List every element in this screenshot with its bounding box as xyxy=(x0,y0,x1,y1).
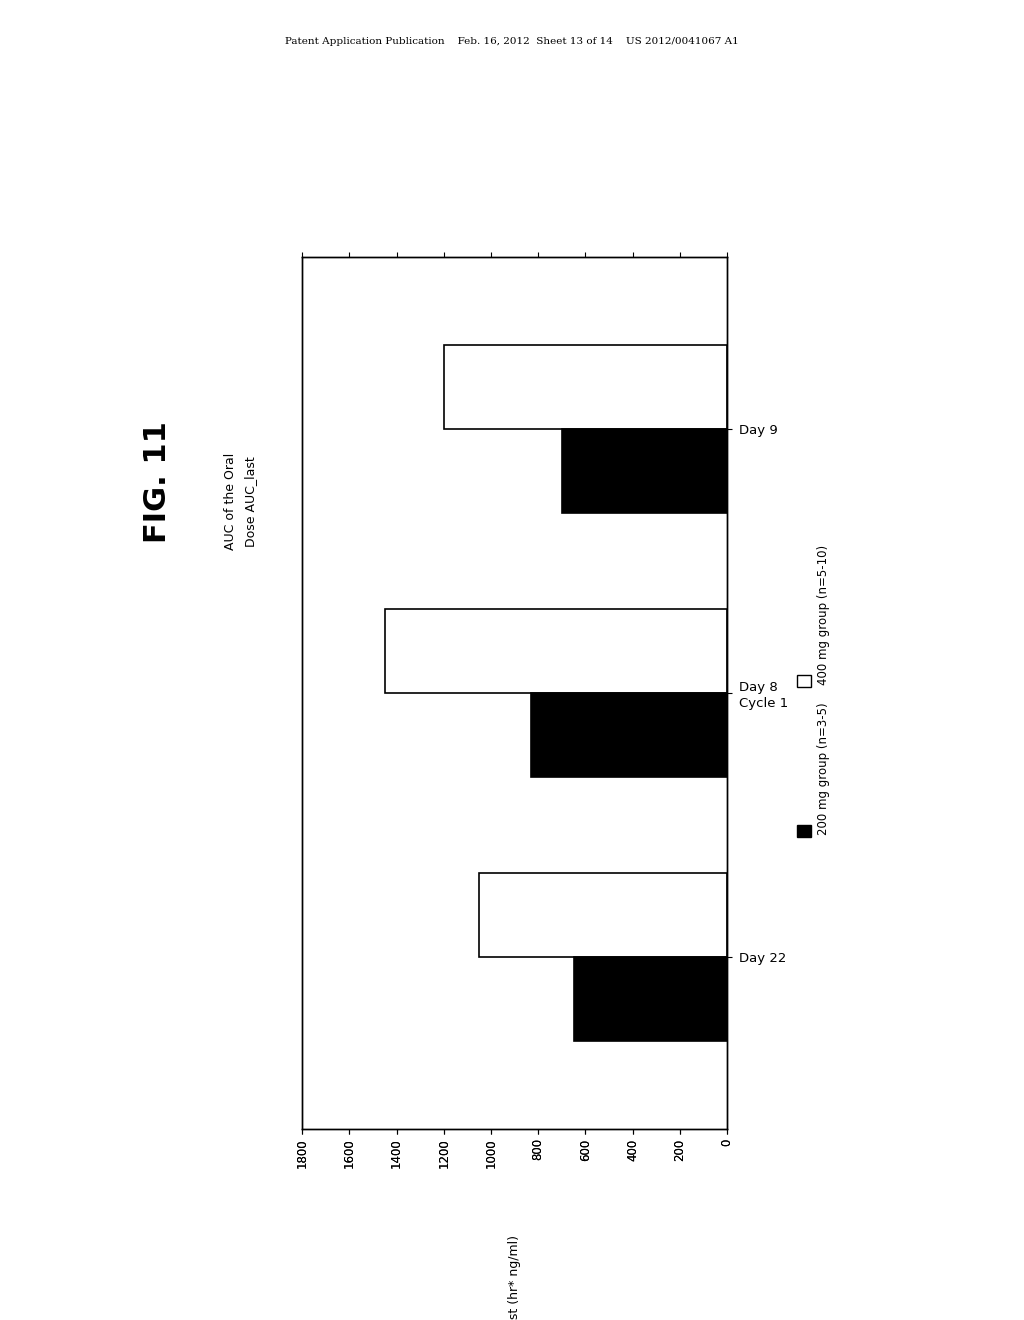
Bar xyxy=(479,873,727,957)
Text: AUC of the Oral: AUC of the Oral xyxy=(224,453,237,550)
Text: FIG. 11: FIG. 11 xyxy=(143,421,172,543)
Bar xyxy=(531,693,727,777)
Text: Dose AUC_last: Dose AUC_last xyxy=(245,457,257,546)
Text: Patent Application Publication    Feb. 16, 2012  Sheet 13 of 14    US 2012/00410: Patent Application Publication Feb. 16, … xyxy=(285,37,739,46)
Bar xyxy=(385,609,727,693)
Bar xyxy=(573,957,727,1041)
Legend: 400 mg group (n=5-10), 200 mg group (n=3-5): 400 mg group (n=5-10), 200 mg group (n=3… xyxy=(797,548,829,838)
Bar xyxy=(443,345,727,429)
X-axis label: AUC_last (hr* ng/ml): AUC_last (hr* ng/ml) xyxy=(508,1234,521,1320)
Bar xyxy=(562,429,727,513)
